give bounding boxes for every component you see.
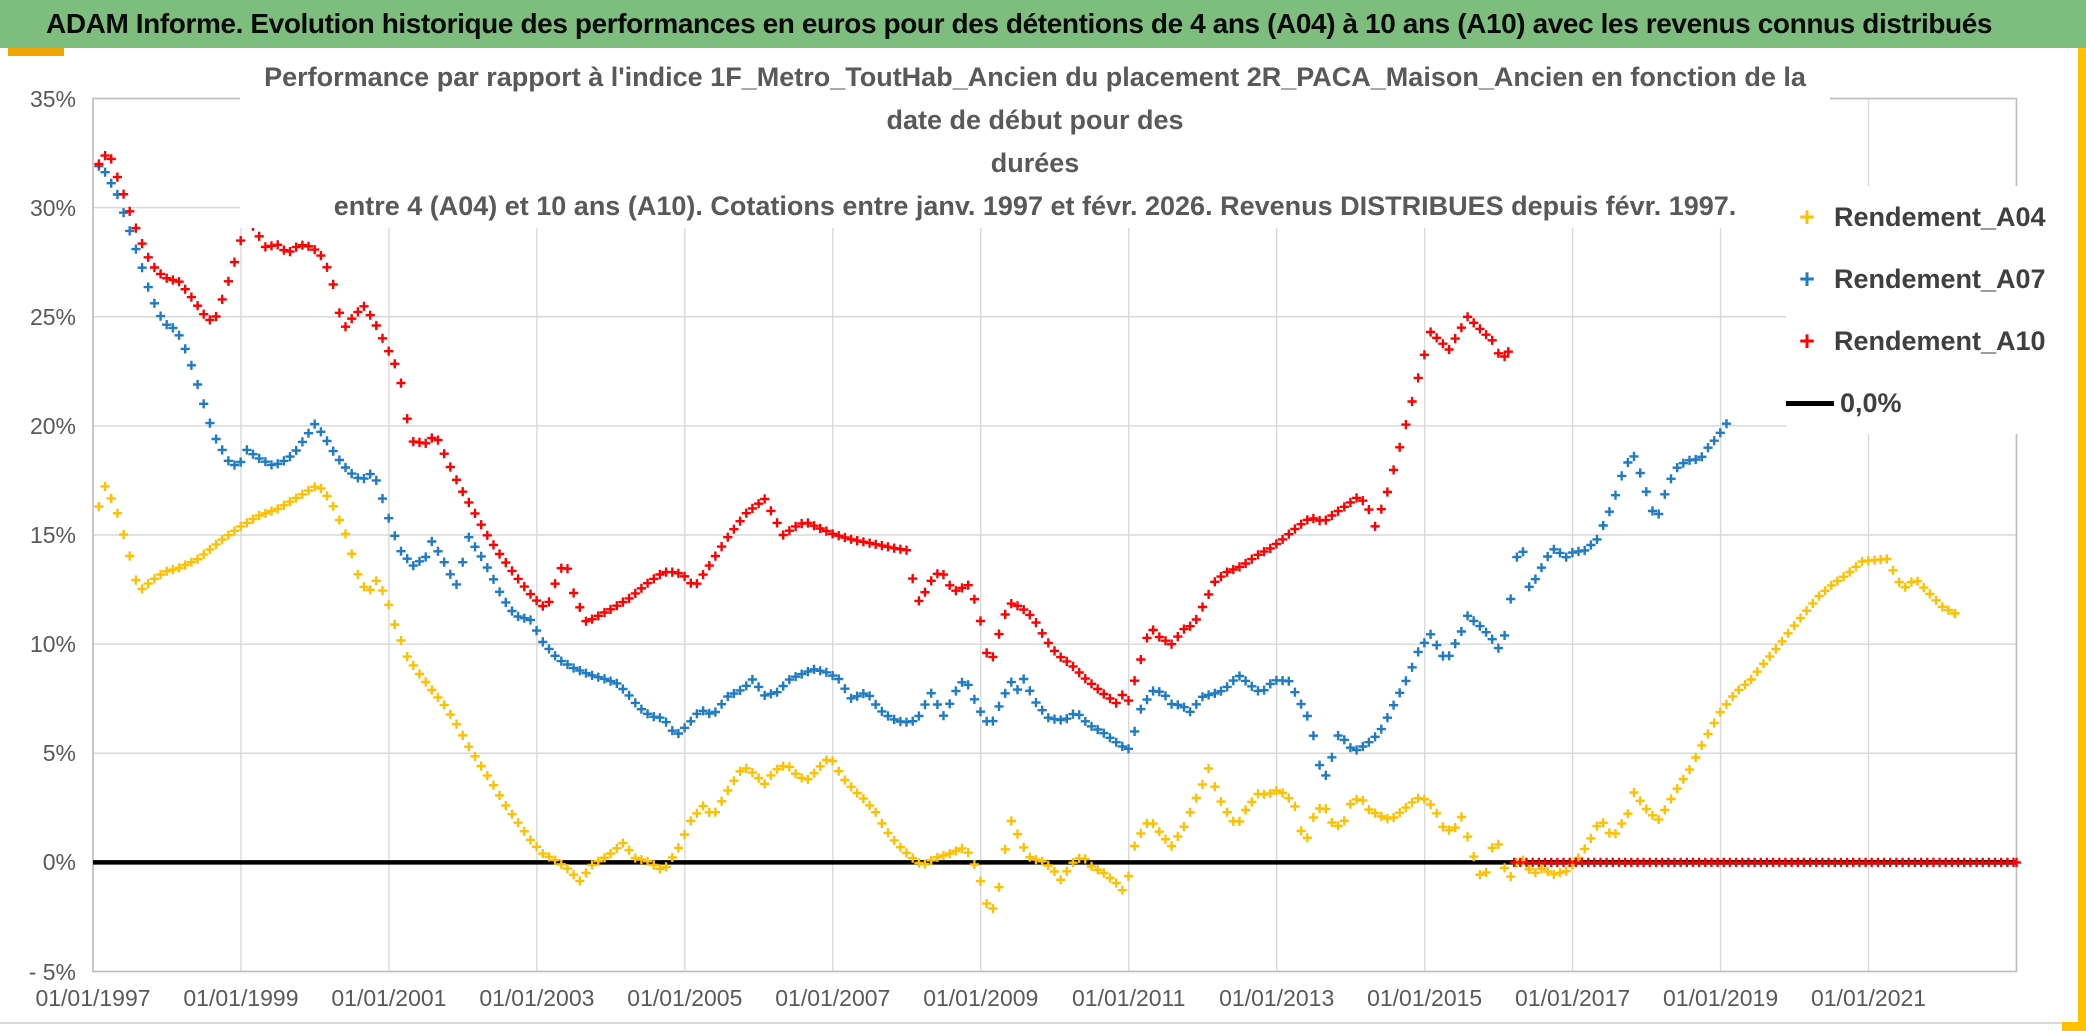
x-tick-label: 01/01/2007: [775, 985, 891, 1011]
y-tick-label: 30%: [29, 194, 76, 221]
x-tick-label: 01/01/2017: [1515, 985, 1631, 1011]
plus-marker-icon: +: [1799, 202, 1815, 232]
x-tick-label: 01/01/2013: [1219, 985, 1335, 1011]
x-tick-label: 01/01/2011: [1072, 985, 1186, 1011]
y-tick-label: 35%: [29, 85, 76, 112]
legend-label: Rendement_A10: [1834, 325, 2046, 356]
x-tick-label: 01/01/2021: [1810, 985, 1927, 1011]
series-rendement_a10[interactable]: [94, 151, 2022, 867]
banner-title: ADAM Informe. Evolution historique des p…: [46, 8, 1993, 39]
x-tick-label: 01/01/2015: [1367, 985, 1483, 1011]
chart-title-line3: entre 4 (A04) et 10 ans (A10). Cotations…: [333, 191, 1737, 221]
legend-item-zero[interactable]: 0,0%: [1786, 372, 2046, 434]
legend-label: 0,0%: [1840, 387, 1902, 418]
y-tick-label: 20%: [29, 412, 76, 439]
legend-item-a10[interactable]: + Rendement_A10: [1786, 310, 2046, 372]
legend-item-a04[interactable]: + Rendement_A04: [1786, 186, 2046, 248]
legend: + Rendement_A04 + Rendement_A07 + Rendement_A…: [1786, 186, 2046, 434]
banner-underline-accent: [8, 48, 64, 56]
gold-corner: [2062, 1022, 2086, 1031]
plus-marker-icon: +: [1799, 326, 1815, 356]
x-tick-label: 01/01/2009: [923, 985, 1039, 1011]
x-tick-label: 01/01/2001: [331, 985, 447, 1011]
chart-title-line2: durées: [990, 148, 1080, 178]
x-tick-label: 01/01/1997: [35, 985, 151, 1011]
app-banner: ADAM Informe. Evolution historique des p…: [0, 0, 2086, 48]
series-rendement_a04[interactable]: [94, 481, 1960, 914]
legend-label: Rendement_A04: [1834, 201, 2046, 232]
grid-group: [92, 97, 2018, 973]
y-tick-label: 10%: [29, 631, 76, 658]
plus-marker-icon: +: [1799, 264, 1815, 294]
x-tick-label: 01/01/1999: [183, 985, 299, 1011]
chart-title: Performance par rapport à l'indice 1F_Me…: [240, 56, 1830, 228]
y-tick-label: 25%: [29, 303, 76, 330]
gold-right-border: [2078, 48, 2086, 1031]
y-tick-label: 0%: [42, 849, 76, 876]
series-rendement_a07[interactable]: [94, 161, 1732, 780]
y-tick-label: - 5%: [28, 958, 76, 985]
y-tick-label: 5%: [42, 740, 76, 767]
legend-item-a07[interactable]: + Rendement_A07: [1786, 248, 2046, 310]
x-tick-label: 01/01/2019: [1663, 985, 1779, 1011]
x-tick-label: 01/01/2003: [479, 985, 595, 1011]
chart-title-line1: Performance par rapport à l'indice 1F_Me…: [264, 62, 1806, 135]
y-tick-label: 15%: [29, 522, 76, 548]
x-tick-label: 01/01/2005: [627, 985, 743, 1011]
zero-line-swatch-icon: [1786, 400, 1834, 406]
legend-label: Rendement_A07: [1834, 263, 2046, 294]
bottom-divider: [0, 1022, 2086, 1024]
